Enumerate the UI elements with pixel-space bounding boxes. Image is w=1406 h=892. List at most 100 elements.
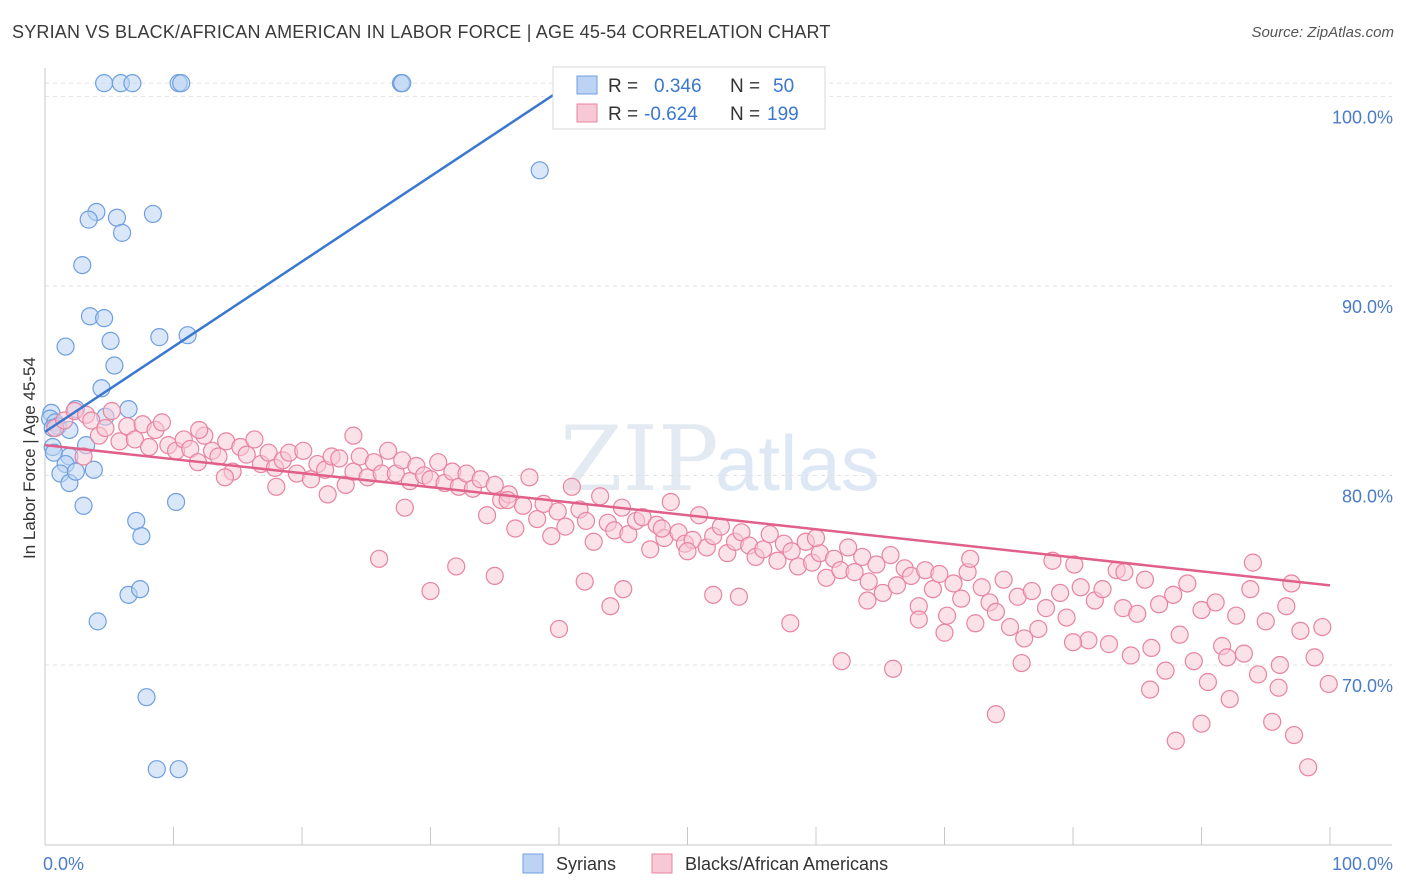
syrian-point [150, 328, 169, 347]
x-tick-labels: 0.0% 100.0% [43, 854, 1393, 874]
black-african-american-point [139, 437, 159, 457]
syrian-point [56, 337, 75, 356]
black-african-american-point [1218, 648, 1237, 667]
black-african-american-point [102, 401, 121, 421]
black-african-american-point [245, 430, 264, 449]
black-african-american-point [1282, 574, 1301, 593]
series-legend: Syrians Blacks/African Americans [522, 853, 888, 874]
black-african-american-point [506, 519, 525, 538]
black-african-american-point [125, 430, 145, 449]
y-tick-label: 100.0% [1332, 107, 1393, 127]
syrian-point [147, 760, 166, 779]
x-tick-label-start: 0.0% [43, 854, 84, 874]
syrian-point [95, 74, 114, 93]
black-african-american-point [215, 468, 234, 487]
black-african-american-point [1184, 652, 1203, 671]
black-african-american-point [447, 557, 466, 576]
legend-swatch-syrians [576, 75, 598, 95]
y-tick-label: 90.0% [1342, 297, 1393, 317]
y-tick-labels: 70.0% 80.0% 90.0% 100.0% [1332, 107, 1393, 696]
black-african-american-point [1192, 714, 1211, 733]
syrian-point [105, 356, 124, 375]
black-african-american-point [641, 540, 660, 559]
syrian-point [119, 400, 138, 419]
black-african-american-point [923, 580, 943, 599]
black-african-american-point [152, 413, 172, 432]
syrian-point [166, 492, 186, 512]
black-african-american-point [1121, 646, 1140, 665]
syrian-point [393, 74, 412, 93]
black-african-american-point [1051, 583, 1070, 603]
black-african-american-point [1012, 653, 1031, 673]
black-african-american-point [1063, 633, 1083, 652]
syrian-point [95, 309, 114, 328]
black-african-american-point [633, 508, 652, 527]
black-african-american-point [782, 542, 801, 561]
black-african-american-point [1128, 604, 1147, 623]
black-african-american-point [961, 549, 980, 568]
syrian-point [127, 511, 146, 531]
x-tick-label-end: 100.0% [1332, 854, 1393, 874]
black-african-american-point [729, 587, 749, 606]
legend-swatch-blacks [576, 103, 598, 123]
series-syrians [41, 74, 549, 779]
black-african-american-point [1248, 665, 1268, 684]
black-african-american-point [82, 411, 101, 430]
black-african-american-point [1099, 635, 1119, 654]
black-african-american-point [575, 572, 594, 591]
black-african-american-point [817, 568, 836, 587]
black-african-american-point [395, 498, 414, 517]
source-label: Source: ZipAtlas.com [1251, 24, 1394, 41]
black-african-american-point [1277, 597, 1296, 616]
bottom-legend-label-blacks: Blacks/African Americans [685, 854, 888, 874]
y-tick-label: 80.0% [1342, 486, 1393, 506]
black-african-american-point [845, 563, 864, 582]
black-african-american-point [839, 538, 858, 557]
legend-r-label-2: R = [608, 104, 638, 125]
black-african-american-point [294, 441, 313, 460]
black-african-american-point [1192, 600, 1211, 620]
black-african-american-point [1256, 612, 1275, 631]
black-african-american-point [781, 614, 800, 633]
black-african-american-point [806, 528, 826, 548]
syrian-point [74, 496, 93, 515]
black-african-american-point [1227, 606, 1246, 625]
black-african-american-point [267, 477, 286, 496]
syrian-point [172, 74, 191, 93]
black-african-american-point [1313, 617, 1332, 637]
black-african-american-point [944, 574, 963, 593]
bottom-legend-swatch-syrians [522, 853, 544, 874]
black-african-american-point [1220, 689, 1239, 709]
black-african-american-point [1093, 580, 1112, 599]
syrian-point [84, 460, 103, 479]
black-african-american-point [1198, 672, 1218, 692]
blacks-trend-line [44, 443, 1331, 587]
syrian-point [112, 223, 132, 242]
black-african-american-point [1135, 570, 1155, 589]
black-african-american-point [110, 432, 129, 451]
legend-r-value-2: -0.624 [644, 104, 698, 125]
syrian-point [73, 255, 92, 275]
black-african-american-point [1241, 580, 1260, 599]
syrian-point [130, 580, 150, 599]
black-african-american-point [330, 449, 349, 468]
black-african-american-point [1156, 661, 1175, 680]
black-african-american-point [859, 572, 878, 591]
black-african-american-point [1164, 585, 1183, 604]
black-african-american-point [1263, 712, 1282, 731]
black-african-american-point [1206, 593, 1225, 612]
black-african-american-point [344, 426, 363, 445]
watermark-atlas: atlas [715, 419, 880, 507]
bottom-legend-label-syrians: Syrians [556, 854, 616, 874]
black-african-american-point [1299, 758, 1318, 777]
bottom-legend-swatch-blacks [651, 853, 673, 874]
black-african-american-point [652, 519, 671, 538]
black-african-american-point [1291, 621, 1310, 640]
black-african-american-point [966, 614, 985, 633]
legend-r-value-1: 0.346 [654, 76, 702, 97]
black-african-american-point [937, 606, 957, 625]
black-african-american-point [1234, 644, 1254, 663]
black-african-american-point [986, 705, 1006, 724]
legend-n-value-2: 199 [767, 104, 799, 125]
